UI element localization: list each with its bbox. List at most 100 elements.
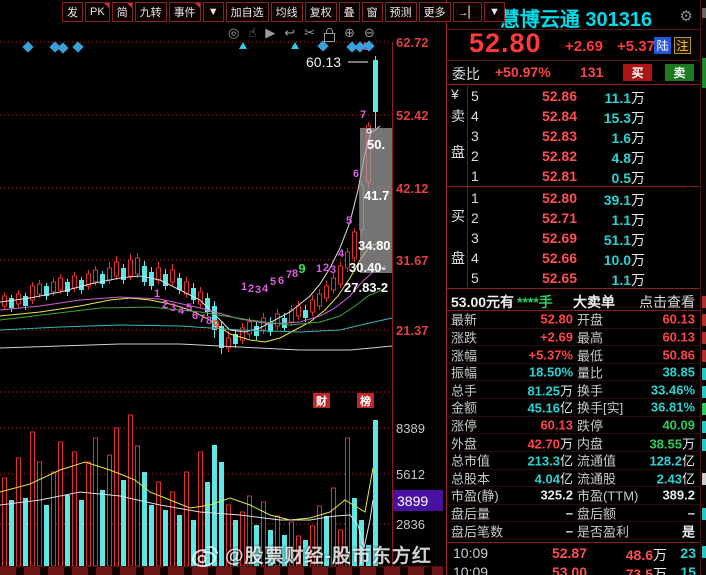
- toolbar-button-4[interactable]: 事件: [168, 2, 201, 22]
- svg-text:3: 3: [255, 284, 261, 296]
- weicha-value: 131: [580, 64, 604, 80]
- last-price: 52.80: [469, 28, 542, 58]
- toolbar-button-6[interactable]: 加自选: [225, 2, 269, 22]
- toolbar-button-2[interactable]: 简: [111, 2, 133, 22]
- svg-text:8: 8: [206, 315, 212, 327]
- eye-icon[interactable]: ◎: [228, 25, 240, 40]
- edge-fragment: [702, 8, 706, 18]
- chart-toolbar: 发 PK 简九转 事件 ▼ 加自选 均线 复权叠窗预测 更多 →▏ ▼: [62, 2, 505, 22]
- buy-button[interactable]: 买: [623, 64, 652, 81]
- svg-text:6: 6: [278, 275, 284, 287]
- toolbar-button-13[interactable]: →▏: [452, 2, 483, 22]
- stat-row: 总手 81.25万 换手 33.46%: [447, 381, 701, 400]
- quote-panel: R 慧博云通 301316 ⚙ 52.80 +2.69 +5.37% 陆 注 委…: [446, 0, 701, 575]
- kline-chart[interactable]: 62.7252.4242.1231.6721.37838956122836389…: [0, 0, 446, 575]
- svg-text:6: 6: [353, 168, 359, 180]
- lock-icon[interactable]: [324, 28, 336, 42]
- zoom-in-icon[interactable]: ⊕: [344, 25, 355, 40]
- edge-fragment: [702, 296, 706, 308]
- stock-title: 慧博云通 301316: [481, 3, 671, 32]
- sell-button[interactable]: 卖: [665, 64, 694, 81]
- edge-strip: [700, 0, 706, 575]
- svg-text:5: 5: [346, 215, 352, 227]
- note-badge: 注: [674, 37, 691, 54]
- stock-code: 301316: [585, 9, 653, 31]
- click-to-view-link[interactable]: 点击查看: [639, 294, 695, 310]
- tick-row[interactable]: 10:09 52.87 48.6万 23: [453, 545, 696, 563]
- svg-text:3: 3: [330, 264, 336, 276]
- toolbar-button-1[interactable]: PK: [85, 2, 110, 22]
- weibi-row: 委比 +50.97% 131 买 卖: [447, 61, 701, 84]
- stat-row: 盘后量 – 盘后额 –: [447, 505, 701, 523]
- finance-pane-button[interactable]: 财: [313, 393, 330, 408]
- hk-connect-badge: 陆: [654, 37, 671, 54]
- svg-text:52.42: 52.42: [396, 108, 429, 123]
- toolbar-button-3[interactable]: 九转: [134, 2, 167, 22]
- svg-text:1: 1: [154, 288, 160, 300]
- svg-text:5: 5: [270, 276, 276, 288]
- svg-text:8389: 8389: [396, 421, 425, 436]
- order-book-row[interactable]: 2 52.82 4.8万: [471, 148, 645, 166]
- stat-row: 总市值 213.3亿 流通值 128.2亿: [447, 452, 701, 470]
- tick-row[interactable]: 10:09 53.00 73.5万 15: [453, 564, 696, 575]
- order-book-row[interactable]: 1 52.81 0.5万: [471, 168, 645, 186]
- toolbar-button-7[interactable]: 均线: [270, 2, 303, 22]
- toolbar-button-5[interactable]: ▼: [202, 2, 224, 22]
- svg-text:60.13: 60.13: [306, 54, 341, 70]
- svg-text:9: 9: [212, 317, 219, 332]
- play-icon[interactable]: ▶: [265, 25, 276, 40]
- order-book-row[interactable]: 4 52.66 10.0万: [471, 250, 645, 268]
- stat-row: 振幅 18.50% 量比 38.85: [447, 364, 701, 382]
- svg-text:42.12: 42.12: [396, 181, 429, 196]
- svg-text:5: 5: [186, 302, 192, 314]
- order-book-row[interactable]: 5 52.86 11.1万: [471, 88, 645, 106]
- edge-fragment: [702, 314, 706, 326]
- stat-row: 外盘 42.70万 内盘 38.55万: [447, 434, 701, 452]
- edge-fragment: [702, 473, 706, 485]
- toolbar-button-9[interactable]: 叠: [338, 2, 360, 22]
- undo-icon[interactable]: ↩: [284, 25, 296, 40]
- order-book-row[interactable]: 5 52.65 1.1万: [471, 270, 645, 288]
- order-book-row[interactable]: 2 52.71 1.1万: [471, 210, 645, 228]
- order-book-row[interactable]: 3 52.83 1.6万: [471, 128, 645, 146]
- scissors-icon[interactable]: ✂: [304, 25, 316, 40]
- svg-text:2: 2: [323, 262, 329, 274]
- svg-text:9: 9: [298, 261, 305, 276]
- toolbar-button-0[interactable]: 发: [62, 2, 83, 22]
- buy-order-book: 1 52.80 39.1万 2 52.71 1.1万 3 52.69 51.1万 4 52.66 10…: [447, 188, 701, 288]
- edge-fragment: [702, 403, 706, 415]
- stock-name: 慧博云通: [499, 9, 580, 31]
- order-book-row[interactable]: 1 52.80 39.1万: [471, 190, 645, 208]
- stat-row: 最新 52.80 开盘 60.13: [447, 311, 701, 329]
- stat-row: 总股本 4.04亿 流通股 2.43亿: [447, 470, 701, 488]
- svg-text:30.40-: 30.40-: [349, 260, 386, 275]
- toolbar-button-10[interactable]: 窗: [361, 2, 383, 22]
- gear-icon[interactable]: ⚙: [679, 8, 693, 25]
- svg-text:2: 2: [162, 299, 168, 311]
- tick-list[interactable]: 10:09 52.87 48.6万 23 10:09 53.00 73.5万 15: [447, 544, 701, 575]
- stat-row: 金额 45.16亿 换手[实] 36.81%: [447, 399, 701, 417]
- svg-text:6: 6: [192, 310, 198, 322]
- big-order-alert: 53.00元有 ****手 大卖单 点击查看: [451, 294, 695, 310]
- stat-row: 盘后笔数 – 是否盈利是: [451, 523, 695, 540]
- toolbar-button-12[interactable]: 更多: [418, 2, 451, 22]
- toolbar-button-11[interactable]: 预测: [384, 2, 417, 22]
- stat-row: 涨停 60.13 跌停 40.09: [447, 417, 701, 435]
- hand-icon[interactable]: ☝: [248, 25, 257, 40]
- svg-text:4: 4: [178, 305, 185, 317]
- rank-pane-button[interactable]: 榜: [357, 393, 374, 408]
- zoom-out-icon[interactable]: ⊖: [363, 25, 375, 40]
- stat-row: 市盈(静) 325.2 市盈(TTM) 389.2: [447, 487, 701, 505]
- stat-row: 涨幅 +5.37% 最低 50.86: [447, 346, 701, 364]
- toolbar-button-14[interactable]: ▼: [484, 2, 505, 22]
- edge-fragment: [702, 546, 706, 558]
- price-row: 52.80 +2.69 +5.37% 陆 注: [447, 28, 701, 59]
- order-book-row[interactable]: 4 52.84 15.3万: [471, 108, 645, 126]
- chart-footer-strip: [0, 567, 443, 575]
- svg-text:3: 3: [170, 302, 176, 314]
- order-book-row[interactable]: 3 52.69 51.1万: [471, 230, 645, 248]
- toolbar-button-8[interactable]: 复权: [304, 2, 337, 22]
- edge-fragment: [702, 332, 706, 344]
- svg-text:7: 7: [360, 109, 366, 121]
